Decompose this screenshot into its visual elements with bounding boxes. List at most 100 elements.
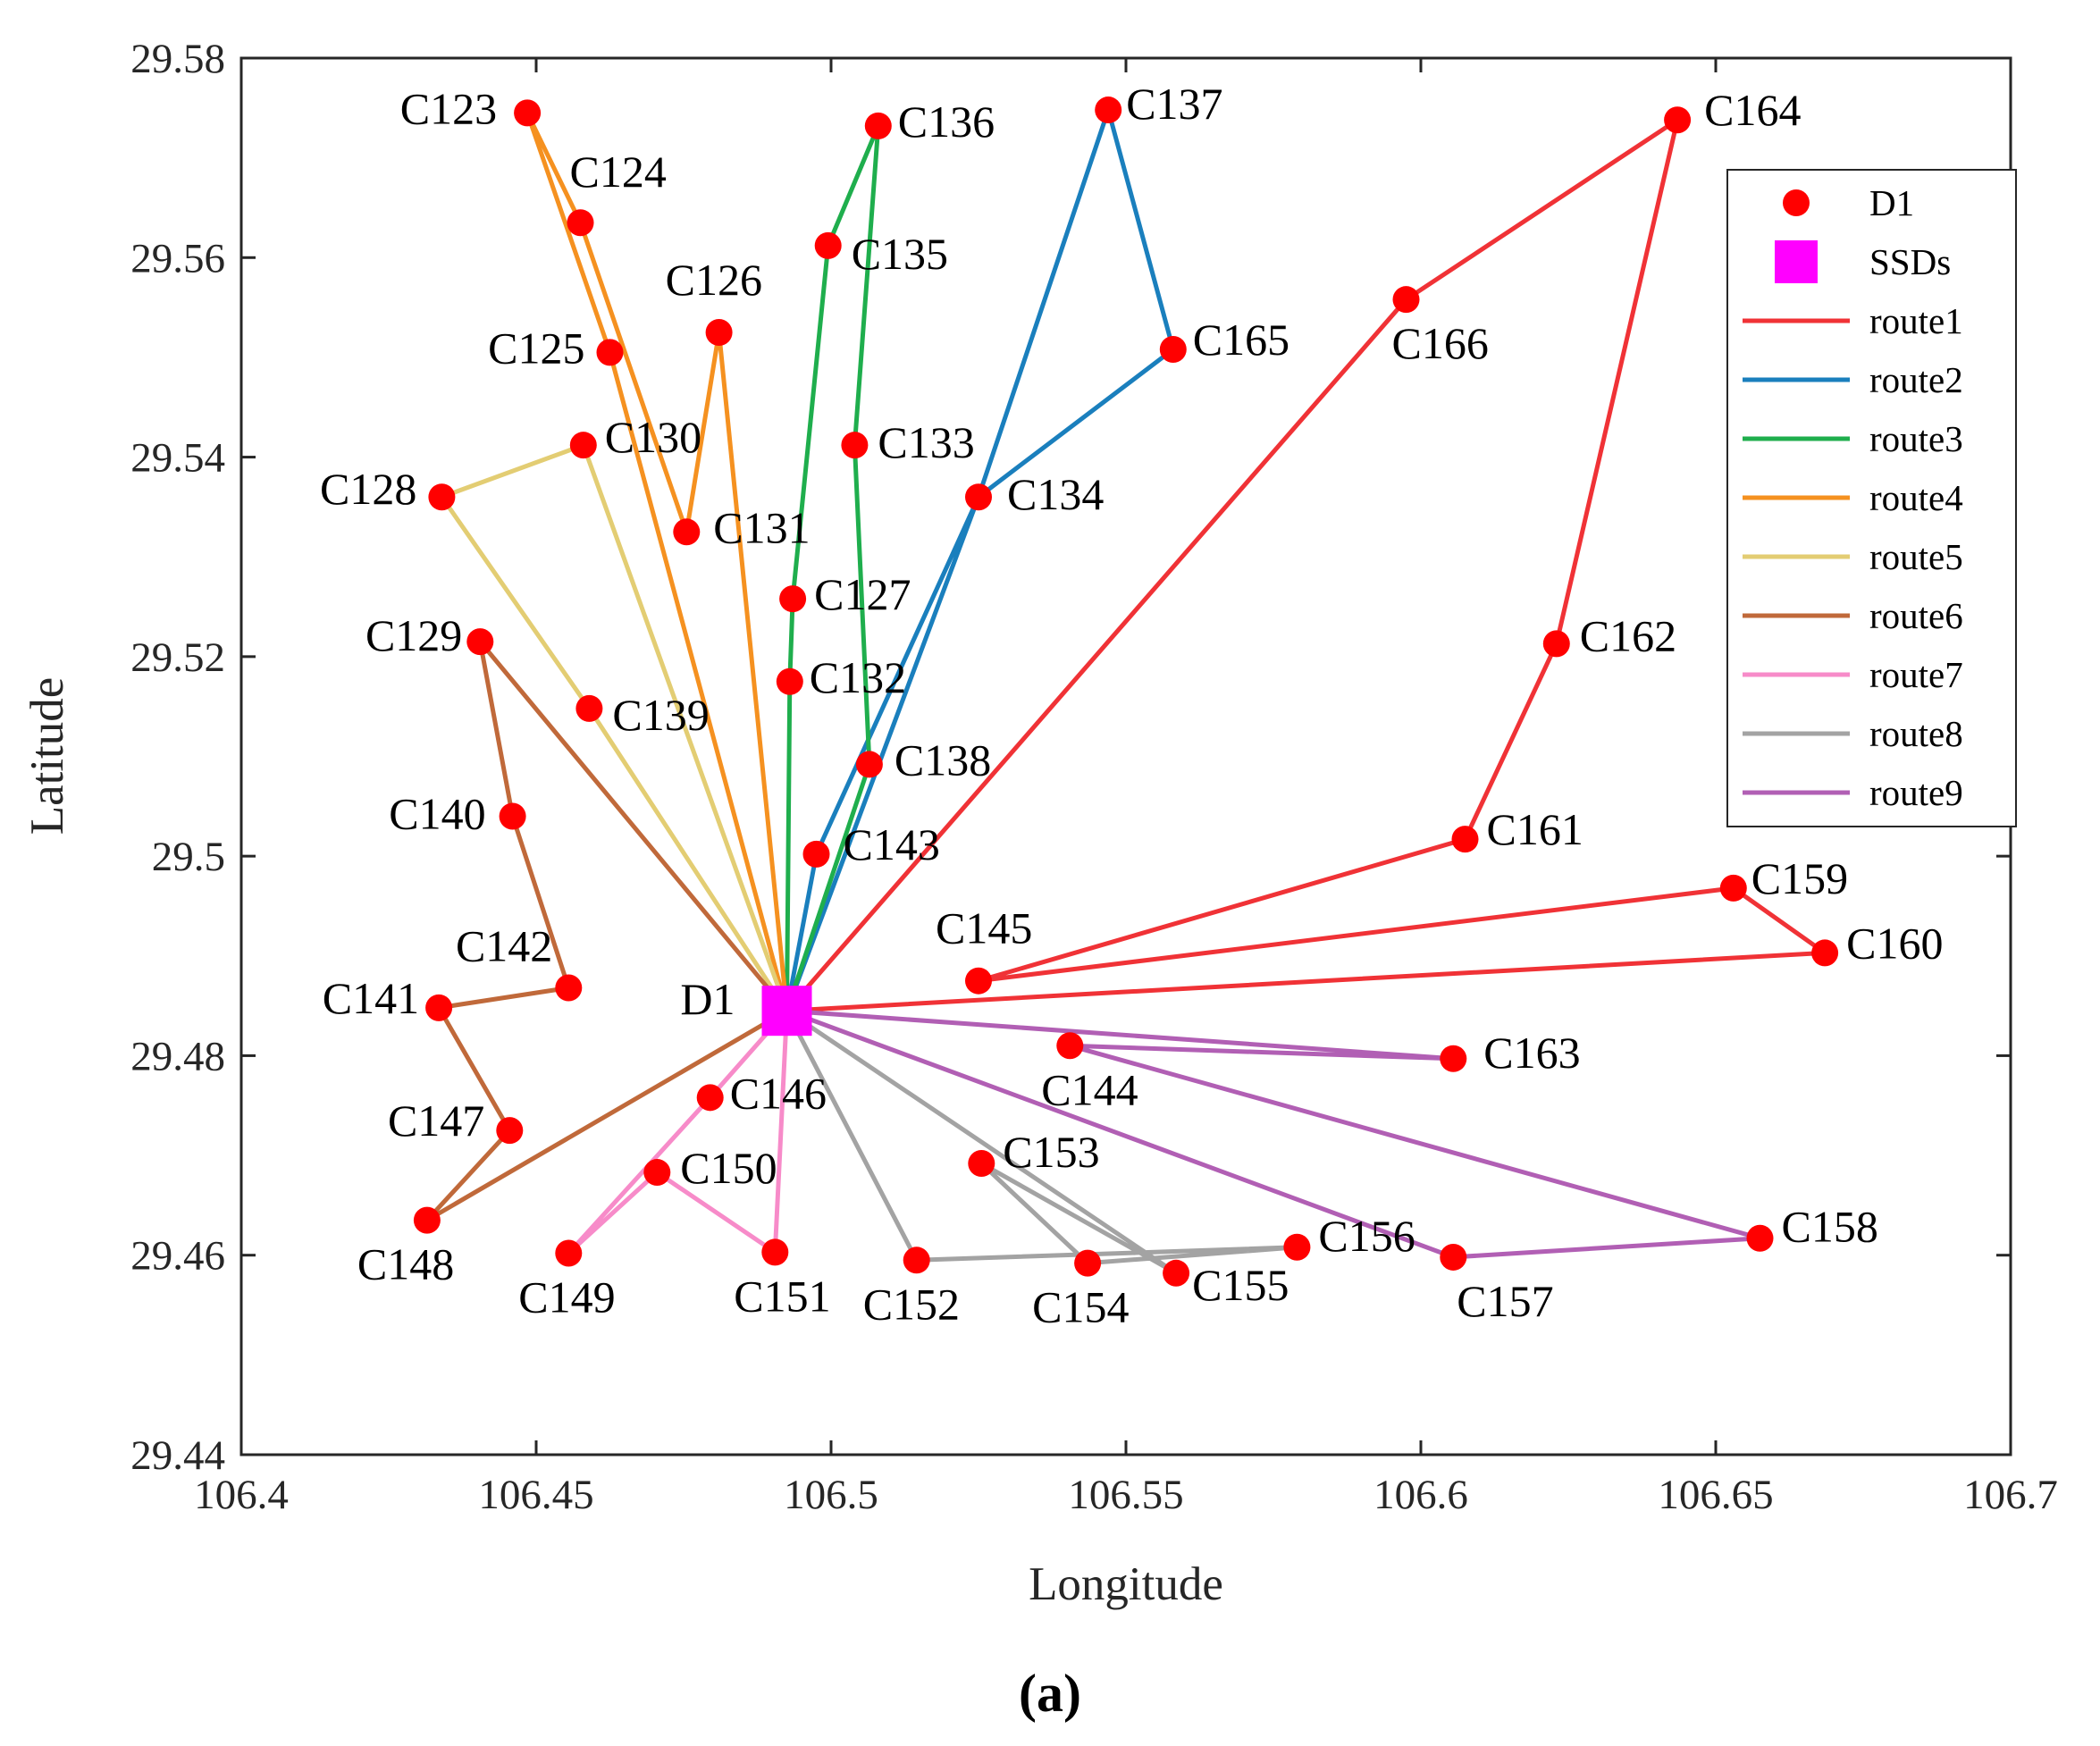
legend-label-route3: route3	[1869, 418, 1963, 459]
customer-point-c146	[696, 1084, 724, 1112]
x-axis-title: Longitude	[1029, 1558, 1223, 1610]
customer-point-c159	[1719, 874, 1747, 902]
x-tick-label: 106.7	[1963, 1472, 2058, 1518]
customer-point-c145	[965, 967, 992, 995]
point-label-c125: C125	[488, 323, 584, 373]
legend-label-route9: route9	[1869, 772, 1963, 813]
customer-point-c132	[776, 667, 803, 695]
customer-point-c130	[569, 432, 597, 459]
point-label-c134: C134	[1007, 469, 1104, 519]
point-label-c163: C163	[1483, 1028, 1580, 1078]
customer-point-c163	[1440, 1045, 1467, 1072]
y-tick-label: 29.44	[130, 1432, 225, 1479]
y-tick-label: 29.56	[130, 235, 225, 281]
point-label-c151: C151	[734, 1271, 830, 1321]
point-label-c123: C123	[400, 83, 497, 133]
customer-point-c137	[1095, 97, 1122, 124]
axis-ticks: 106.4 106.45 106.5 106.55 106.6 106.65 106.7 29…	[130, 36, 2058, 1518]
point-label-c132: C132	[810, 652, 906, 702]
customer-point-c142	[555, 974, 583, 1002]
point-label-c133: C133	[878, 417, 974, 467]
customer-point-c147	[496, 1117, 524, 1145]
y-tick-label: 29.48	[130, 1033, 225, 1079]
point-label-c165: C165	[1193, 315, 1289, 365]
point-label-c148: C148	[357, 1239, 454, 1289]
x-tick-label: 106.65	[1658, 1472, 1773, 1518]
customer-point-c154	[1074, 1249, 1102, 1277]
y-tick-label: 29.58	[130, 36, 225, 82]
customer-point-c155	[1163, 1259, 1190, 1287]
point-label-c138: C138	[895, 734, 991, 785]
customer-point-c149	[555, 1239, 583, 1267]
customer-point-c126	[705, 319, 733, 347]
customer-point-c135	[814, 231, 842, 259]
customer-point-c151	[761, 1238, 789, 1266]
point-label-c153: C153	[1003, 1127, 1099, 1177]
y-tick-label: 29.54	[130, 435, 225, 482]
legend-label-route2: route2	[1869, 359, 1963, 400]
route7-line	[566, 1008, 789, 1255]
point-label-c137: C137	[1126, 79, 1222, 129]
customer-point-c134	[965, 483, 992, 511]
point-label-c131: C131	[713, 502, 810, 552]
customer-points	[413, 97, 1839, 1287]
legend-label-route7: route7	[1869, 654, 1963, 695]
customer-point-c162	[1542, 630, 1570, 658]
customer-point-c143	[802, 840, 830, 868]
customer-point-c157	[1440, 1243, 1467, 1271]
point-label-c144: C144	[1041, 1064, 1138, 1114]
customer-point-c153	[968, 1150, 995, 1178]
customer-point-c158	[1746, 1224, 1774, 1252]
customer-point-c125	[596, 339, 624, 366]
x-tick-label: 106.4	[194, 1472, 289, 1518]
customer-point-c124	[567, 209, 594, 237]
customer-point-c136	[864, 112, 892, 139]
customer-point-c127	[779, 585, 807, 613]
point-label-c145: C145	[936, 903, 1032, 953]
point-label-c129: C129	[365, 610, 462, 660]
customer-point-c164	[1664, 106, 1692, 134]
legend-marker-ssds	[1775, 240, 1818, 283]
figure-caption: (a)	[1019, 1664, 1081, 1723]
customer-point-c128	[428, 483, 456, 511]
customer-point-c148	[413, 1206, 441, 1234]
route9-line	[785, 1008, 1762, 1260]
x-tick-label: 106.55	[1068, 1472, 1183, 1518]
point-label-c127: C127	[814, 569, 911, 619]
y-tick-label: 29.46	[130, 1233, 225, 1280]
point-label-c124: C124	[570, 147, 667, 197]
point-label-c146: C146	[730, 1068, 827, 1118]
point-label-c166: C166	[1392, 318, 1489, 368]
legend-label-d1: D1	[1869, 182, 1914, 223]
point-label-c154: C154	[1032, 1282, 1129, 1332]
point-label-c147: C147	[388, 1095, 484, 1146]
point-label-c160: C160	[1846, 918, 1943, 968]
customer-point-c123	[514, 99, 542, 127]
point-label-c130: C130	[605, 412, 701, 462]
point-label-c157: C157	[1457, 1276, 1553, 1326]
point-label-c135: C135	[852, 229, 948, 279]
customer-point-c131	[673, 518, 701, 546]
point-label-c139: C139	[612, 690, 709, 740]
customer-point-c144	[1056, 1032, 1084, 1060]
point-label-c158: C158	[1782, 1202, 1878, 1252]
point-label-c149: C149	[518, 1272, 615, 1322]
legend-label-ssds: SSDs	[1869, 241, 1951, 282]
customer-point-c138	[855, 751, 883, 778]
legend-label-route5: route5	[1869, 536, 1963, 577]
point-label-c128: C128	[320, 464, 416, 514]
point-label-c150: C150	[680, 1143, 777, 1193]
customer-point-c156	[1283, 1233, 1311, 1261]
depot-label: D1	[680, 974, 735, 1024]
legend-label-route6: route6	[1869, 595, 1963, 636]
legend-label-route4: route4	[1869, 477, 1963, 518]
point-label-c126: C126	[666, 255, 762, 305]
y-tick-label: 29.52	[130, 634, 225, 681]
point-label-c142: C142	[456, 921, 552, 971]
customer-point-c129	[466, 628, 494, 656]
point-label-c136: C136	[898, 97, 995, 147]
point-label-c140: C140	[389, 788, 485, 838]
x-tick-label: 106.45	[478, 1472, 593, 1518]
point-label-c143: C143	[844, 819, 940, 869]
